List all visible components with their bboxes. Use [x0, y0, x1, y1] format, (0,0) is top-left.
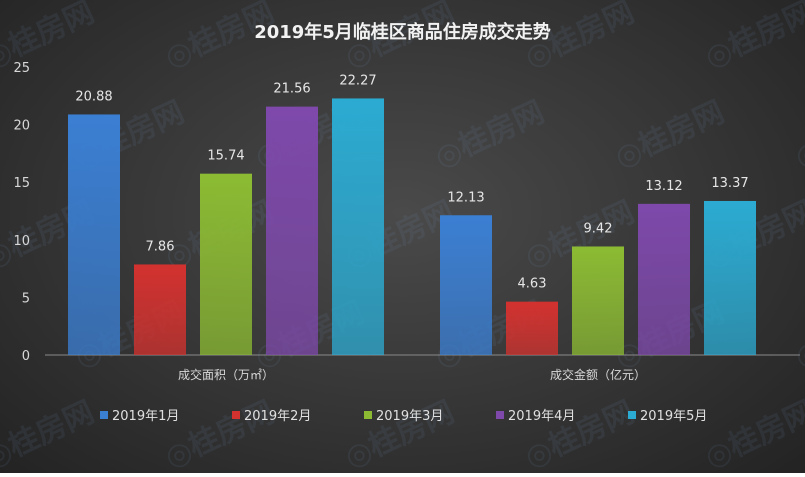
- y-tick-label: 5: [22, 291, 30, 306]
- bar-2019年3月: [572, 246, 624, 355]
- data-label: 7.86: [146, 239, 175, 254]
- data-label: 13.12: [645, 179, 682, 194]
- bar-2019年4月: [266, 106, 318, 355]
- data-label: 15.74: [207, 149, 244, 164]
- data-label: 9.42: [584, 221, 613, 236]
- x-category-label: 成交面积（万㎡）: [178, 367, 274, 382]
- y-tick-label: 20: [13, 119, 30, 134]
- legend-swatch: [364, 410, 372, 419]
- data-label: 21.56: [273, 82, 310, 97]
- x-category-label: 成交金额（亿元）: [550, 367, 646, 382]
- legend-label: 2019年2月: [244, 409, 312, 424]
- y-tick-label: 0: [22, 349, 30, 364]
- bar-2019年5月: [704, 200, 756, 355]
- legend-label: 2019年1月: [112, 409, 180, 424]
- y-tick-label: 25: [13, 61, 30, 76]
- y-tick-label: 10: [13, 234, 30, 249]
- legend-item: 2019年3月: [364, 405, 443, 424]
- legend-label: 2019年4月: [508, 409, 576, 424]
- legend-swatch: [496, 410, 504, 419]
- data-label: 13.37: [711, 176, 748, 191]
- legend-swatch: [232, 410, 240, 419]
- bar-2019年1月: [68, 114, 120, 355]
- legend-item: 2019年4月: [496, 405, 575, 424]
- legend-item: 2019年2月: [232, 405, 311, 424]
- data-label: 20.88: [75, 89, 112, 104]
- legend-label: 2019年3月: [376, 409, 444, 424]
- bar-2019年1月: [440, 215, 492, 355]
- legend-label: 2019年5月: [640, 409, 708, 424]
- chart-title: 2019年5月临桂区商品住房成交走势: [254, 22, 551, 43]
- bar-2019年3月: [200, 173, 252, 355]
- bar-2019年4月: [638, 203, 690, 355]
- data-label: 22.27: [339, 73, 376, 88]
- bar-2019年2月: [134, 264, 186, 355]
- legend-item: 2019年1月: [100, 405, 179, 424]
- legend-item: 2019年5月: [628, 405, 707, 424]
- legend-swatch: [628, 410, 636, 419]
- bar-2019年2月: [506, 301, 558, 355]
- data-label: 4.63: [518, 277, 547, 292]
- legend-swatch: [100, 410, 108, 419]
- y-tick-label: 15: [13, 176, 30, 191]
- data-label: 12.13: [447, 190, 484, 205]
- bar-2019年5月: [332, 98, 384, 356]
